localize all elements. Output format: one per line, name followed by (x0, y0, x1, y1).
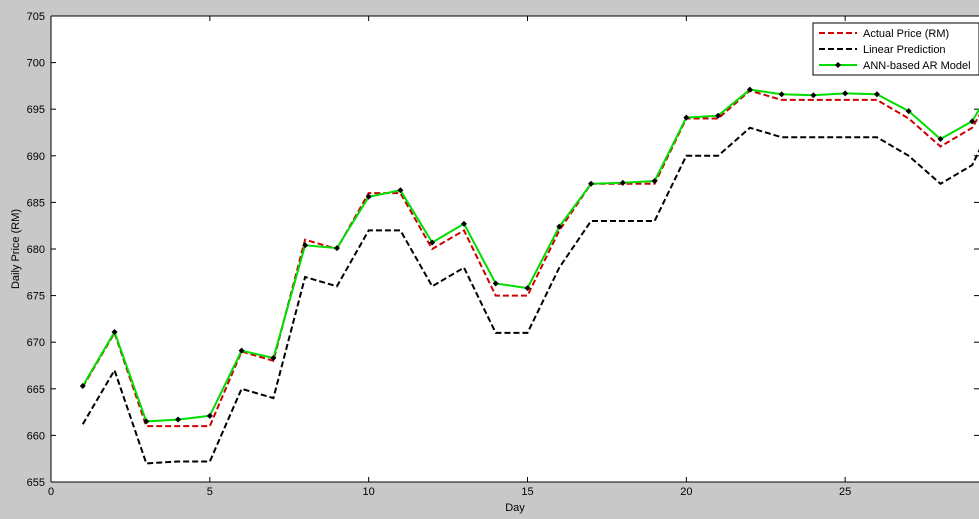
series-point (397, 187, 404, 194)
y-tick-label: 675 (27, 291, 45, 303)
series-point (969, 118, 976, 125)
y-tick-label: 685 (27, 197, 45, 209)
series-point (429, 239, 436, 246)
y-tick-label: 670 (27, 337, 45, 349)
x-tick-label: 5 (207, 486, 213, 498)
y-tick-label: 665 (27, 384, 45, 396)
series-point (651, 177, 658, 184)
y-tick-label: 680 (27, 244, 45, 256)
y-tick-label: 655 (27, 477, 45, 489)
series-point (206, 412, 213, 419)
legend-label: ANN-based AR Model (863, 60, 971, 72)
series-point (683, 114, 690, 121)
series-point (492, 280, 499, 287)
plot-area (51, 16, 979, 482)
x-tick-label: 15 (521, 486, 533, 498)
series-line-0 (81, 89, 979, 428)
legend-label: Actual Price (RM) (863, 28, 949, 40)
series-point (937, 136, 944, 143)
series-point (143, 418, 150, 425)
series-point (588, 180, 595, 187)
series-point (810, 92, 817, 99)
series-point (778, 91, 785, 98)
series-point (460, 220, 467, 227)
x-tick-label: 10 (363, 486, 375, 498)
series-point (365, 193, 372, 200)
series-point (175, 416, 182, 423)
series-point (746, 86, 753, 93)
x-axis-label: Day (505, 502, 525, 514)
x-tick-label: 0 (48, 486, 54, 498)
series-point (842, 90, 849, 97)
y-tick-label: 695 (27, 104, 45, 116)
series-point (333, 245, 340, 252)
series-point (111, 328, 118, 335)
series-point (619, 179, 626, 186)
series-point (238, 347, 245, 354)
y-tick-label: 690 (27, 151, 45, 163)
x-tick-label: 25 (839, 486, 851, 498)
series-point (270, 355, 277, 362)
x-tick-label: 20 (680, 486, 692, 498)
legend-marker (835, 62, 841, 68)
y-tick-label: 700 (27, 58, 45, 70)
series-point (79, 383, 86, 390)
series-point (556, 223, 563, 230)
series-point (302, 242, 309, 249)
y-tick-label: 705 (27, 11, 45, 23)
series-point (524, 285, 531, 292)
series-point (873, 91, 880, 98)
legend-label: Linear Prediction (863, 44, 946, 56)
series-line-1 (81, 126, 979, 465)
y-tick-label: 660 (27, 430, 45, 442)
series-point (905, 108, 912, 115)
series-point (715, 112, 722, 119)
series-line-2 (81, 88, 979, 423)
y-axis-label: Daily Price (RM) (10, 209, 22, 289)
